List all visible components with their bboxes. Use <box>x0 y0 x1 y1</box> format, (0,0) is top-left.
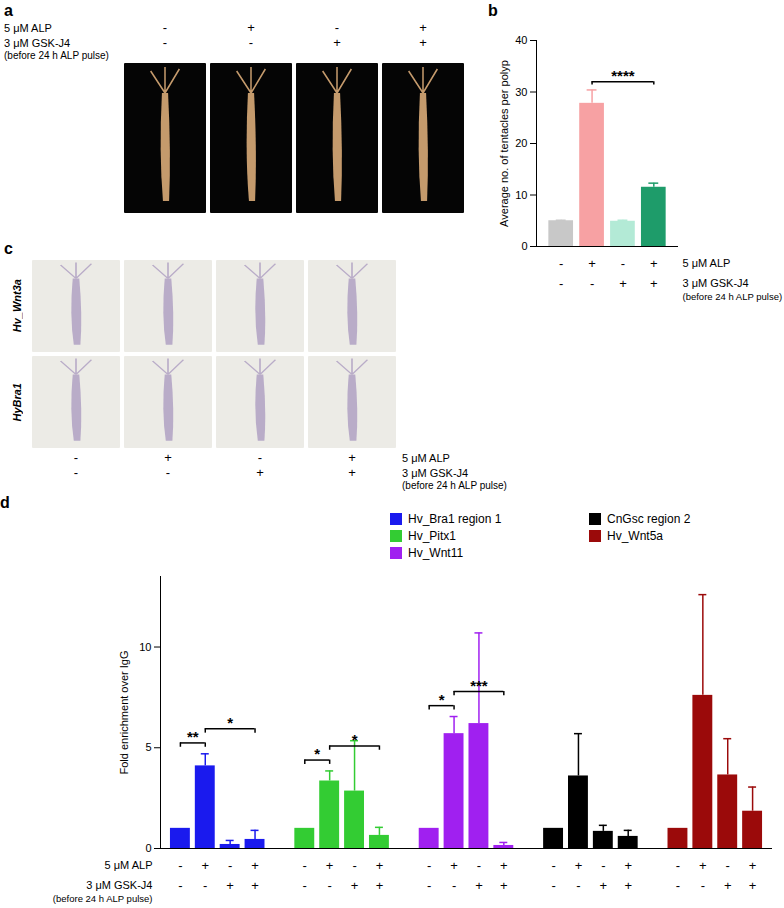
svg-text:5: 5 <box>145 741 151 753</box>
svg-text:-: - <box>676 878 680 893</box>
svg-text:-: - <box>178 878 182 893</box>
svg-text:+: + <box>326 858 334 873</box>
svg-text:-: - <box>559 256 563 271</box>
svg-text:+: + <box>749 858 757 873</box>
svg-text:-: - <box>551 858 555 873</box>
html-text:HyBra1: HyBra1 <box>11 382 23 422</box>
html-text:(before 24 h ALP pulse): (before 24 h ALP pulse) <box>402 480 507 491</box>
svg-text:-: - <box>352 858 356 873</box>
svg-text:-: - <box>203 878 207 893</box>
svg-text:+: + <box>650 276 658 291</box>
svg-text:5 μM ALP: 5 μM ALP <box>105 859 153 871</box>
html-text:d: d <box>0 494 10 511</box>
svg-text:+: + <box>600 878 608 893</box>
svg-text:+: + <box>624 858 632 873</box>
svg-text:+: + <box>251 878 259 893</box>
html-text:Hv_Pitx1: Hv_Pitx1 <box>408 529 456 543</box>
svg-text:+: + <box>588 256 596 271</box>
svg-text:+: + <box>251 858 259 873</box>
html-text:Hv_Wnt11: Hv_Wnt11 <box>408 546 464 560</box>
svg-text:-: - <box>621 256 625 271</box>
svg-text:-: - <box>576 878 580 893</box>
svg-text:-: - <box>427 878 431 893</box>
svg-text:-: - <box>551 878 555 893</box>
svg-text:30: 30 <box>515 86 527 98</box>
svg-text:+: + <box>724 878 732 893</box>
html-text:5 μM ALP: 5 μM ALP <box>402 451 450 464</box>
svg-text:+: + <box>624 878 632 893</box>
svg-text:***: *** <box>470 677 488 694</box>
svg-text:3 μM GSK-J4: 3 μM GSK-J4 <box>86 879 152 891</box>
svg-text:-: - <box>559 276 563 291</box>
svg-text:0: 0 <box>521 240 527 252</box>
svg-text:*: * <box>439 691 445 708</box>
svg-text:+: + <box>351 878 359 893</box>
svg-text:10: 10 <box>139 641 151 653</box>
svg-text:+: + <box>619 276 627 291</box>
html-text:CnGsc region 2: CnGsc region 2 <box>607 512 691 526</box>
svg-text:-: - <box>327 878 331 893</box>
svg-text:+: + <box>376 858 384 873</box>
html-text:Hv_Bra1 region 1: Hv_Bra1 region 1 <box>408 512 502 526</box>
svg-text:*: * <box>314 745 320 762</box>
html-text:3 μM GSK-J4: 3 μM GSK-J4 <box>402 466 469 479</box>
svg-text:**: ** <box>187 728 199 745</box>
svg-text:-: - <box>427 858 431 873</box>
svg-text:-: - <box>601 858 605 873</box>
svg-text:(before 24 h ALP pulse): (before 24 h ALP pulse) <box>683 291 783 302</box>
svg-text:+: + <box>749 878 757 893</box>
svg-text:-: - <box>590 276 594 291</box>
svg-text:+: + <box>650 256 658 271</box>
svg-text:-: - <box>477 858 481 873</box>
svg-text:40: 40 <box>515 34 527 46</box>
html-text:Hv_Wnt3a: Hv_Wnt3a <box>11 279 23 333</box>
svg-text:-: - <box>178 858 182 873</box>
svg-text:+: + <box>500 858 508 873</box>
html-text:b: b <box>488 2 498 19</box>
svg-text:*: * <box>352 731 358 748</box>
svg-text:+: + <box>699 858 707 873</box>
svg-text:3 μM GSK-J4: 3 μM GSK-J4 <box>683 277 749 289</box>
svg-text:-: - <box>303 858 307 873</box>
svg-text:10: 10 <box>515 189 527 201</box>
html-text:Hv_Wnt5a: Hv_Wnt5a <box>607 529 663 543</box>
svg-text:+: + <box>450 858 458 873</box>
svg-text:+: + <box>226 878 234 893</box>
svg-text:+: + <box>475 878 483 893</box>
svg-text:-: - <box>228 858 232 873</box>
svg-text:-: - <box>676 858 680 873</box>
svg-text:****: **** <box>611 67 635 84</box>
svg-text:0: 0 <box>145 842 151 854</box>
svg-text:+: + <box>201 858 209 873</box>
html-text:(before 24 h ALP pulse): (before 24 h ALP pulse) <box>4 50 109 61</box>
svg-text:-: - <box>726 858 730 873</box>
svg-text:-: - <box>701 878 705 893</box>
svg-text:*: * <box>227 714 233 731</box>
html-text:a: a <box>4 2 13 19</box>
svg-text:Fold enrichment over IgG: Fold enrichment over IgG <box>118 650 130 774</box>
html-text:3 μM GSK-J4: 3 μM GSK-J4 <box>4 36 71 49</box>
svg-text:5 μM ALP: 5 μM ALP <box>683 257 731 269</box>
html-text:5 μM ALP: 5 μM ALP <box>4 21 52 34</box>
svg-text:+: + <box>575 858 583 873</box>
svg-text:20: 20 <box>515 137 527 149</box>
svg-text:+: + <box>376 878 384 893</box>
svg-text:(before 24 h ALP pulse): (before 24 h ALP pulse) <box>53 893 153 904</box>
html-text:c: c <box>4 240 13 257</box>
svg-text:Average no. of tentacles per p: Average no. of tentacles per polyp <box>498 60 510 227</box>
svg-text:+: + <box>500 878 508 893</box>
svg-text:-: - <box>452 878 456 893</box>
svg-text:-: - <box>303 878 307 893</box>
